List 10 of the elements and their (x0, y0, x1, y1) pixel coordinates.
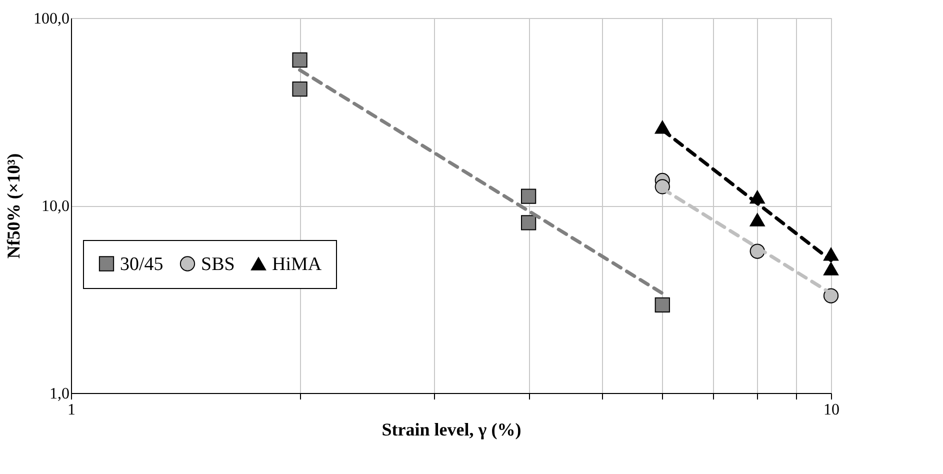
x-tick-label: 10 (824, 402, 840, 418)
y-tick-label: 10,0 (42, 198, 70, 215)
legend-label: HiMA (272, 254, 322, 275)
y-tick-label: 1,0 (50, 386, 70, 402)
x-axis-title: Strain level, γ (%) (382, 420, 522, 440)
x-tick-label: 1 (68, 402, 76, 418)
y-tick-label: 100,0 (34, 10, 70, 28)
legend-label: SBS (201, 254, 235, 275)
legend-label: 30/45 (120, 254, 164, 275)
y-axis-title: Nf50% (×10³) (4, 153, 24, 259)
